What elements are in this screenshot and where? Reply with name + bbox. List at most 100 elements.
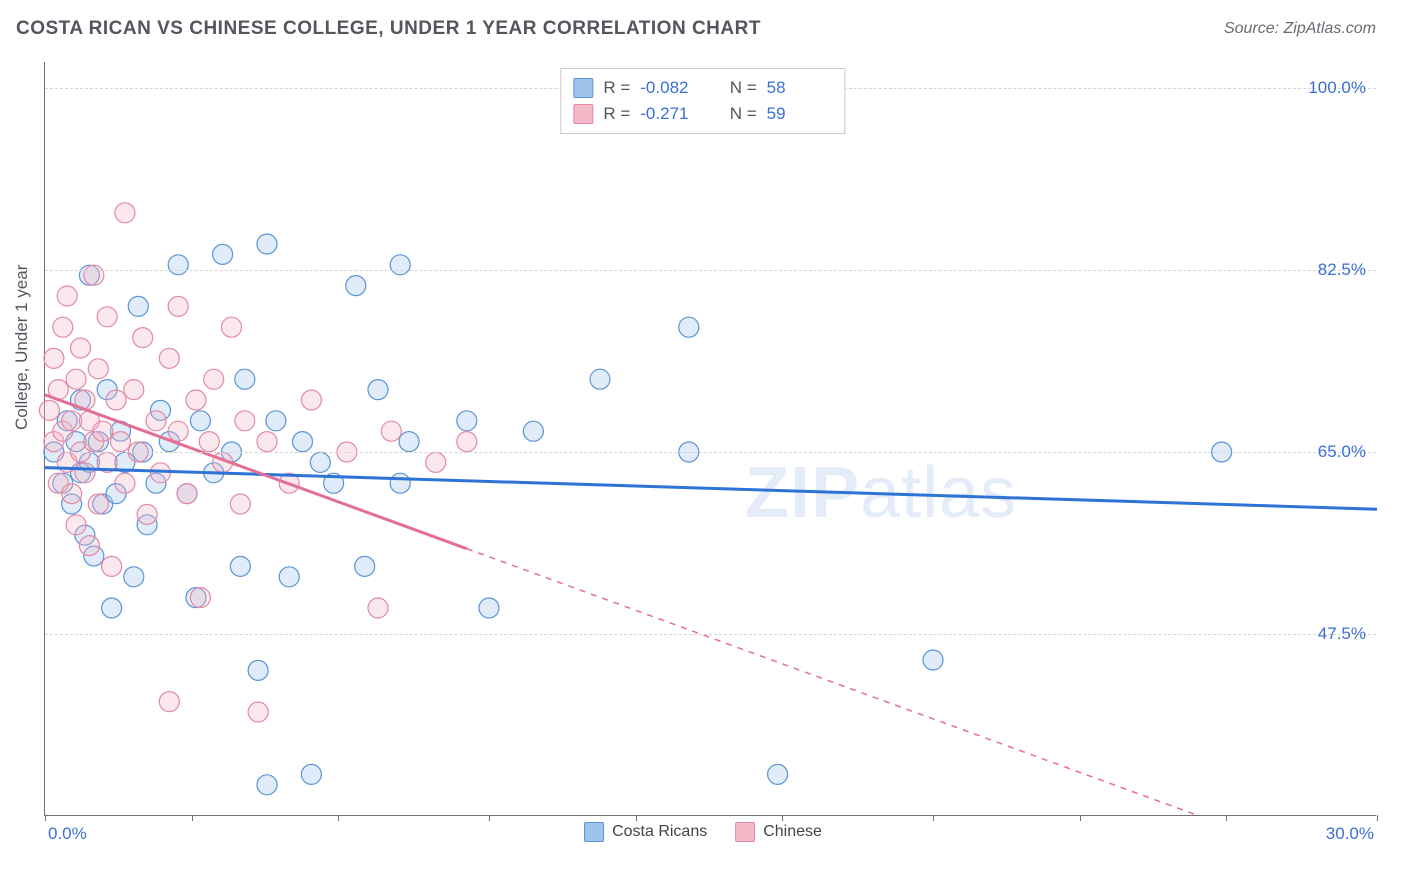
scatter-point — [199, 432, 219, 452]
chart-title: COSTA RICAN VS CHINESE COLLEGE, UNDER 1 … — [16, 18, 761, 40]
n-value: 58 — [767, 75, 827, 101]
n-label: N = — [730, 75, 757, 101]
scatter-point — [137, 504, 157, 524]
scatter-point — [39, 400, 59, 420]
scatter-point — [146, 411, 166, 431]
n-value: 59 — [767, 101, 827, 127]
scatter-point — [93, 421, 113, 441]
scatter-point — [355, 556, 375, 576]
scatter-point — [168, 296, 188, 316]
scatter-point — [186, 390, 206, 410]
scatter-point — [390, 255, 410, 275]
scatter-point — [66, 515, 86, 535]
scatter-point — [248, 702, 268, 722]
legend-swatch — [735, 822, 755, 842]
bottom-legend: Costa Ricans Chinese — [584, 822, 822, 842]
n-label: N = — [730, 101, 757, 127]
x-tick — [338, 815, 339, 821]
stats-legend-row: R = -0.271 N = 59 — [573, 101, 826, 127]
scatter-point — [230, 494, 250, 514]
scatter-point — [257, 234, 277, 254]
scatter-point — [115, 473, 135, 493]
legend-label: Costa Ricans — [612, 823, 707, 841]
scatter-point — [457, 432, 477, 452]
scatter-point — [213, 244, 233, 264]
scatter-point — [235, 369, 255, 389]
scatter-point — [266, 411, 286, 431]
gridline-h — [45, 270, 1376, 271]
scatter-point — [102, 556, 122, 576]
scatter-point — [128, 296, 148, 316]
scatter-point — [221, 317, 241, 337]
scatter-point — [590, 369, 610, 389]
scatter-point — [301, 390, 321, 410]
scatter-point — [230, 556, 250, 576]
legend-swatch — [573, 78, 593, 98]
scatter-point — [44, 348, 64, 368]
scatter-point — [368, 380, 388, 400]
source-attribution: Source: ZipAtlas.com — [1224, 20, 1376, 38]
x-axis-max-label: 30.0% — [1326, 824, 1374, 844]
scatter-point — [177, 484, 197, 504]
scatter-point — [75, 463, 95, 483]
scatter-point — [97, 307, 117, 327]
scatter-point — [399, 432, 419, 452]
scatter-point — [923, 650, 943, 670]
scatter-point — [57, 286, 77, 306]
scatter-point — [115, 203, 135, 223]
y-tick-label: 65.0% — [1318, 442, 1366, 462]
top-legend: R = -0.082 N = 58 R = -0.271 N = 59 — [560, 68, 845, 134]
scatter-point — [257, 432, 277, 452]
scatter-point — [279, 567, 299, 587]
r-label: R = — [603, 75, 630, 101]
scatter-point — [110, 432, 130, 452]
x-tick — [1226, 815, 1227, 821]
scatter-point — [310, 452, 330, 472]
trend-line-dashed — [467, 549, 1200, 816]
chart-header: COSTA RICAN VS CHINESE COLLEGE, UNDER 1 … — [0, 0, 1406, 50]
scatter-point — [62, 411, 82, 431]
scatter-point — [368, 598, 388, 618]
scatter-point — [204, 369, 224, 389]
scatter-point — [159, 692, 179, 712]
scatter-point — [390, 473, 410, 493]
chart-svg — [45, 62, 1376, 815]
legend-item: Chinese — [735, 822, 822, 842]
scatter-point — [53, 317, 73, 337]
y-tick-label: 82.5% — [1318, 260, 1366, 280]
scatter-point — [84, 265, 104, 285]
scatter-point — [66, 369, 86, 389]
scatter-point — [190, 588, 210, 608]
scatter-point — [159, 348, 179, 368]
r-value: -0.271 — [640, 101, 700, 127]
scatter-point — [79, 536, 99, 556]
scatter-point — [235, 411, 255, 431]
plot-area: ZIPatlas 100.0%82.5%65.0%47.5% — [44, 62, 1376, 816]
r-value: -0.082 — [640, 75, 700, 101]
scatter-point — [88, 494, 108, 514]
scatter-point — [457, 411, 477, 431]
scatter-point — [248, 660, 268, 680]
scatter-point — [102, 598, 122, 618]
x-tick — [636, 815, 637, 821]
scatter-point — [346, 276, 366, 296]
scatter-point — [257, 775, 277, 795]
scatter-point — [768, 764, 788, 784]
scatter-point — [301, 764, 321, 784]
y-tick-label: 47.5% — [1318, 624, 1366, 644]
x-tick — [192, 815, 193, 821]
scatter-point — [293, 432, 313, 452]
r-label: R = — [603, 101, 630, 127]
legend-swatch — [573, 104, 593, 124]
scatter-point — [523, 421, 543, 441]
scatter-point — [133, 328, 153, 348]
scatter-point — [88, 359, 108, 379]
scatter-point — [71, 338, 91, 358]
scatter-point — [479, 598, 499, 618]
y-axis-title: College, Under 1 year — [12, 265, 32, 430]
scatter-point — [190, 411, 210, 431]
scatter-point — [106, 390, 126, 410]
x-tick — [489, 815, 490, 821]
scatter-point — [168, 421, 188, 441]
scatter-point — [168, 255, 188, 275]
